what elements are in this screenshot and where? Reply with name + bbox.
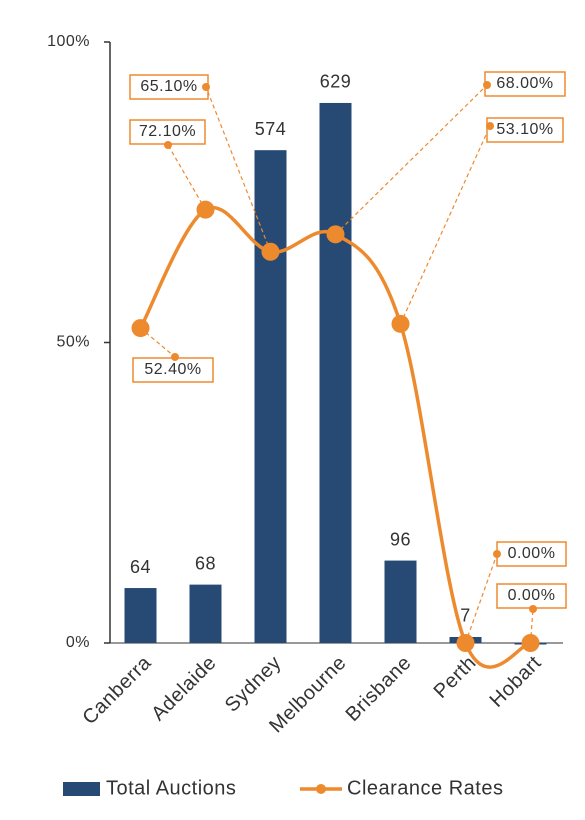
bar-label: 96 [390,529,411,549]
callout-dot [486,122,494,130]
bar-label: 64 [130,557,151,577]
callout-line [167,144,207,210]
callout-line [335,84,488,235]
callout-box [129,74,209,100]
callout-line [464,553,498,644]
bar-label: 68 [195,553,216,573]
callout-box [129,119,206,145]
x-tick-label: Sydney [221,652,286,717]
callout-dot [164,141,172,149]
callout-dot [529,605,537,613]
callout-dot [493,550,501,558]
line-label: 52.40% [144,361,201,378]
bar [189,584,222,643]
callout-line [399,125,491,325]
y-tick-label: 100% [47,33,90,50]
callout-dot [171,353,179,361]
x-tick-label: Hobart [486,652,546,712]
x-tick-label: Brisbane [342,652,416,726]
legend-swatch-dot [316,784,326,794]
callout-dot [202,83,210,91]
line-label: 72.10% [139,123,196,140]
line-point [196,200,215,219]
callout-line [529,608,534,644]
line-label: 0.00% [508,545,556,562]
callout-box [496,583,567,609]
legend-label: Total Auctions [106,777,236,799]
line-point [391,314,410,333]
line-point [131,319,150,338]
x-tick-label: Canberra [78,651,156,729]
bar-label: 7 [460,606,471,626]
line-label: 53.10% [496,121,553,138]
bar [384,560,417,643]
callout-line [205,86,272,252]
callout-dot [483,81,491,89]
line-label: 68.00% [496,75,553,92]
legend-swatch [63,782,100,796]
line-point [261,242,280,261]
line-point [456,634,475,652]
bar-label: 629 [320,72,352,92]
line-point [326,225,345,244]
callout-box [486,117,564,143]
line-label: 0.00% [508,587,556,604]
bar-label: 574 [255,119,287,139]
x-tick-label: Adelaide [147,652,220,725]
bar [124,588,157,643]
callout-box [132,357,214,383]
bar [254,150,287,643]
bar [319,102,352,644]
line-point [521,634,540,652]
line-label: 65.10% [140,78,197,95]
y-tick-label: 50% [56,334,90,351]
y-tick-label: 0% [66,634,90,651]
legend-label: Clearance Rates [347,777,503,799]
